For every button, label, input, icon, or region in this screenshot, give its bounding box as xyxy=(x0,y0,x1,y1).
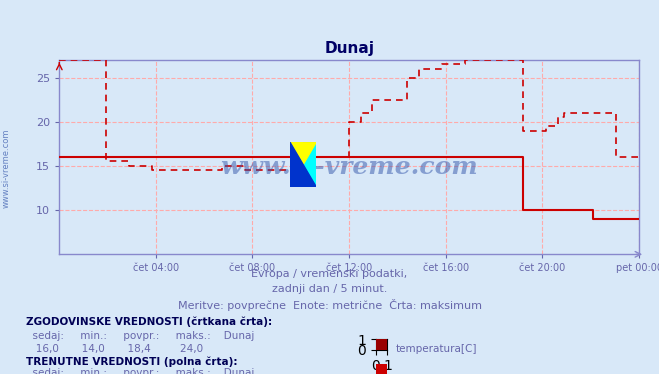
Bar xyxy=(303,142,316,187)
Bar xyxy=(290,142,303,187)
Text: zadnji dan / 5 minut.: zadnji dan / 5 minut. xyxy=(272,284,387,294)
Title: Dunaj: Dunaj xyxy=(324,41,374,56)
Text: Meritve: povprečne  Enote: metrične  Črta: maksimum: Meritve: povprečne Enote: metrične Črta:… xyxy=(177,299,482,311)
Text: ZGODOVINSKE VREDNOSTI (črtkana črta):: ZGODOVINSKE VREDNOSTI (črtkana črta): xyxy=(26,316,272,327)
Text: Evropa / vremenski podatki,: Evropa / vremenski podatki, xyxy=(251,269,408,279)
Polygon shape xyxy=(290,142,316,187)
Text: temperatura[C]: temperatura[C] xyxy=(395,344,477,354)
Text: www.si-vreme.com: www.si-vreme.com xyxy=(2,129,11,208)
Text: sedaj:     min.:     povpr.:     maks.:    Dunaj: sedaj: min.: povpr.: maks.: Dunaj xyxy=(26,368,255,374)
Polygon shape xyxy=(290,142,316,187)
Text: sedaj:     min.:     povpr.:     maks.:    Dunaj: sedaj: min.: povpr.: maks.: Dunaj xyxy=(26,331,255,341)
Text: TRENUTNE VREDNOSTI (polna črta):: TRENUTNE VREDNOSTI (polna črta): xyxy=(26,356,238,367)
Text: www.si-vreme.com: www.si-vreme.com xyxy=(220,155,478,179)
Polygon shape xyxy=(290,142,316,187)
Text: 16,0       14,0       18,4         24,0: 16,0 14,0 18,4 24,0 xyxy=(26,344,204,354)
